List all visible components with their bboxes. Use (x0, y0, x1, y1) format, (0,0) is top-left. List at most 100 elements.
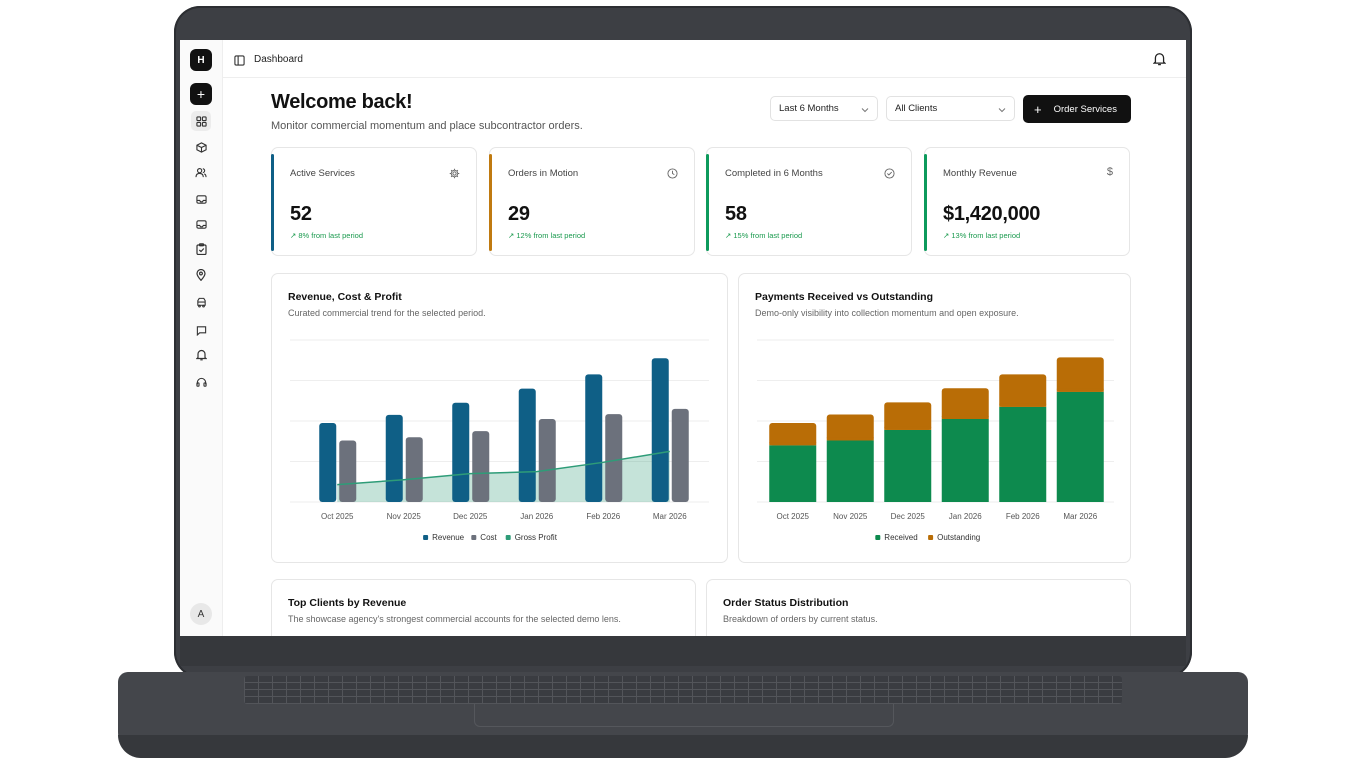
x-tick-label: Mar 2026 (1063, 512, 1097, 521)
clipboard-check-icon[interactable] (193, 241, 209, 257)
revenue-bar (651, 358, 669, 502)
box-icon[interactable] (193, 139, 209, 155)
card-subtitle: Curated commercial trend for the selecte… (288, 308, 486, 318)
kpi-label: Orders in Motion (508, 168, 579, 179)
received-bar (826, 440, 874, 502)
outstanding-bar (941, 388, 989, 419)
legend-swatch (471, 535, 477, 540)
kpi-trend-text: 13% from last period (951, 231, 1021, 240)
cost-bar (538, 418, 556, 502)
card-title: Revenue, Cost & Profit (288, 291, 402, 303)
user-avatar[interactable]: A (190, 603, 212, 625)
sidebar-toggle-icon[interactable] (234, 53, 245, 71)
cost-bar (605, 414, 623, 502)
legend-label: Gross Profit (515, 533, 558, 542)
kpi-card-completed: Completed in 6 Months 58 ↗ 15% from last… (706, 147, 912, 256)
received-bar (941, 418, 989, 502)
truck-icon[interactable] (193, 294, 209, 310)
map-pin-icon[interactable] (193, 267, 209, 283)
page-subtitle: Monitor commercial momentum and place su… (271, 120, 583, 132)
kpi-card-active-services: Active Services 52 ↗ 8% from last period (271, 147, 477, 256)
received-bar (769, 445, 817, 502)
outstanding-bar (999, 374, 1047, 407)
legend-swatch (875, 535, 881, 540)
period-select-value: Last 6 Months (779, 103, 839, 114)
legend-swatch (928, 535, 934, 540)
x-tick-label: Dec 2025 (891, 512, 926, 521)
legend-label: Cost (480, 533, 497, 542)
revenue-bar (518, 388, 536, 502)
outstanding-bar (884, 402, 932, 430)
period-select[interactable]: Last 6 Months (770, 96, 878, 121)
inbox-alt-icon[interactable] (193, 216, 209, 232)
dollar-icon: $ (1106, 166, 1113, 178)
kpi-trend-text: 15% from last period (733, 231, 803, 240)
card-title: Order Status Distribution (723, 597, 849, 609)
client-select-value: All Clients (895, 103, 938, 114)
headset-icon[interactable] (193, 374, 209, 390)
check-circle-icon (884, 166, 895, 184)
order-status-card: Order Status Distribution Breakdown of o… (706, 579, 1131, 636)
order-services-button[interactable]: + Order Services (1023, 95, 1131, 123)
received-bar (999, 406, 1047, 502)
chevron-down-icon (998, 105, 1006, 116)
users-icon[interactable] (193, 164, 209, 180)
kpi-trend-text: 12% from last period (516, 231, 586, 240)
card-subtitle: The showcase agency's strongest commerci… (288, 614, 621, 624)
kpi-accent (924, 154, 927, 251)
laptop-trackpad (474, 704, 894, 727)
kpi-value: 52 (290, 203, 312, 225)
kpi-trend: ↗ 13% from last period (943, 231, 1020, 240)
outstanding-bar (1056, 357, 1104, 392)
trend-up-icon: ↗ (508, 231, 517, 240)
revenue-bar (385, 414, 403, 502)
plus-icon: + (1034, 101, 1042, 117)
outstanding-bar-base (826, 437, 874, 441)
cost-bar (405, 437, 423, 502)
main-content: Welcome back! Monitor commercial momentu… (222, 77, 1186, 636)
app-screen: H + (180, 40, 1186, 636)
top-bar: Dashboard (222, 40, 1186, 78)
kpi-label: Active Services (290, 168, 355, 179)
message-icon[interactable] (193, 322, 209, 338)
outstanding-bar-base (884, 426, 932, 430)
laptop-keyboard (244, 676, 1122, 704)
x-tick-label: Nov 2025 (833, 512, 868, 521)
kpi-trend: ↗ 15% from last period (725, 231, 802, 240)
new-item-button[interactable]: + (190, 83, 212, 105)
inbox-icon[interactable] (193, 191, 209, 207)
legend-swatch (423, 535, 429, 540)
kpi-accent (489, 154, 492, 251)
trend-up-icon: ↗ (725, 231, 734, 240)
revenue-bar (585, 374, 603, 502)
top-clients-card: Top Clients by Revenue The showcase agen… (271, 579, 696, 636)
card-subtitle: Breakdown of orders by current status. (723, 614, 878, 624)
x-tick-label: Jan 2026 (520, 512, 553, 521)
bell-icon[interactable] (193, 347, 209, 363)
outstanding-bar-base (941, 415, 989, 419)
kpi-accent (706, 154, 709, 251)
trend-up-icon: ↗ (290, 231, 299, 240)
revenue-chart: Oct 2025 Nov 2025 Dec 2025 Jan 2026 Feb 2026… (290, 339, 709, 542)
payments-chart: Oct 2025 Nov 2025 Dec 2025 Jan 2026 Feb 2026… (757, 339, 1114, 542)
cost-bar (339, 440, 357, 502)
cost-bar (472, 431, 490, 502)
client-select[interactable]: All Clients (886, 96, 1015, 121)
grid-icon[interactable] (191, 111, 211, 131)
legend-label: Received (884, 533, 917, 542)
trend-up-icon: ↗ (943, 231, 952, 240)
x-tick-label: Feb 2026 (586, 512, 620, 521)
x-tick-label: Mar 2026 (653, 512, 687, 521)
notifications-bell-icon[interactable] (1152, 52, 1167, 71)
kpi-trend-text: 8% from last period (298, 231, 363, 240)
kpi-card-orders-in-motion: Orders in Motion 29 ↗ 12% from last peri… (489, 147, 695, 256)
legend-label: Outstanding (937, 533, 980, 542)
cost-bar (671, 408, 689, 502)
legend-label: Revenue (432, 533, 465, 542)
received-bar (1056, 391, 1104, 502)
payments-chart-card: Payments Received vs Outstanding Demo-on… (738, 273, 1131, 563)
app-logo[interactable]: H (190, 49, 212, 71)
received-bar (884, 429, 932, 502)
x-tick-label: Jan 2026 (949, 512, 982, 521)
clock-icon (667, 166, 678, 184)
